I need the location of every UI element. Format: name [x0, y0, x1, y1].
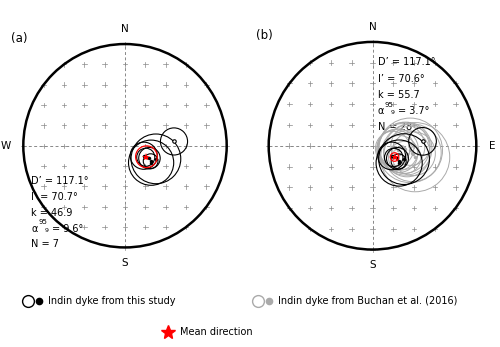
- Text: N: N: [121, 24, 129, 34]
- Text: k = 46.9: k = 46.9: [32, 208, 73, 218]
- Text: Indin dyke from Buchan et al. (2016): Indin dyke from Buchan et al. (2016): [278, 296, 457, 306]
- Text: 95: 95: [38, 219, 48, 226]
- Text: I’ = 70.7°: I’ = 70.7°: [32, 192, 78, 202]
- Text: Mean direction: Mean direction: [180, 328, 252, 338]
- Text: α: α: [32, 223, 38, 234]
- Text: Indin dyke from this study: Indin dyke from this study: [48, 296, 175, 306]
- Text: S: S: [122, 257, 128, 268]
- Text: I’ = 70.6°: I’ = 70.6°: [378, 74, 424, 84]
- Text: D’ = 117.1°: D’ = 117.1°: [32, 176, 89, 186]
- Text: N = 28: N = 28: [378, 122, 412, 132]
- Text: E: E: [489, 141, 496, 151]
- Text: (b): (b): [256, 29, 273, 42]
- Text: (a): (a): [11, 32, 28, 45]
- Text: N: N: [368, 22, 376, 32]
- Text: ₉ = 3.7°: ₉ = 3.7°: [391, 106, 430, 116]
- Text: S: S: [369, 260, 376, 270]
- Text: k = 55.7: k = 55.7: [378, 90, 420, 100]
- Text: W: W: [1, 141, 11, 151]
- Text: α: α: [378, 106, 384, 116]
- Text: D’ = 117.1°: D’ = 117.1°: [378, 58, 435, 68]
- Text: 95: 95: [385, 102, 394, 108]
- Text: N = 7: N = 7: [32, 239, 60, 249]
- Text: ₉ = 9.6°: ₉ = 9.6°: [44, 223, 83, 234]
